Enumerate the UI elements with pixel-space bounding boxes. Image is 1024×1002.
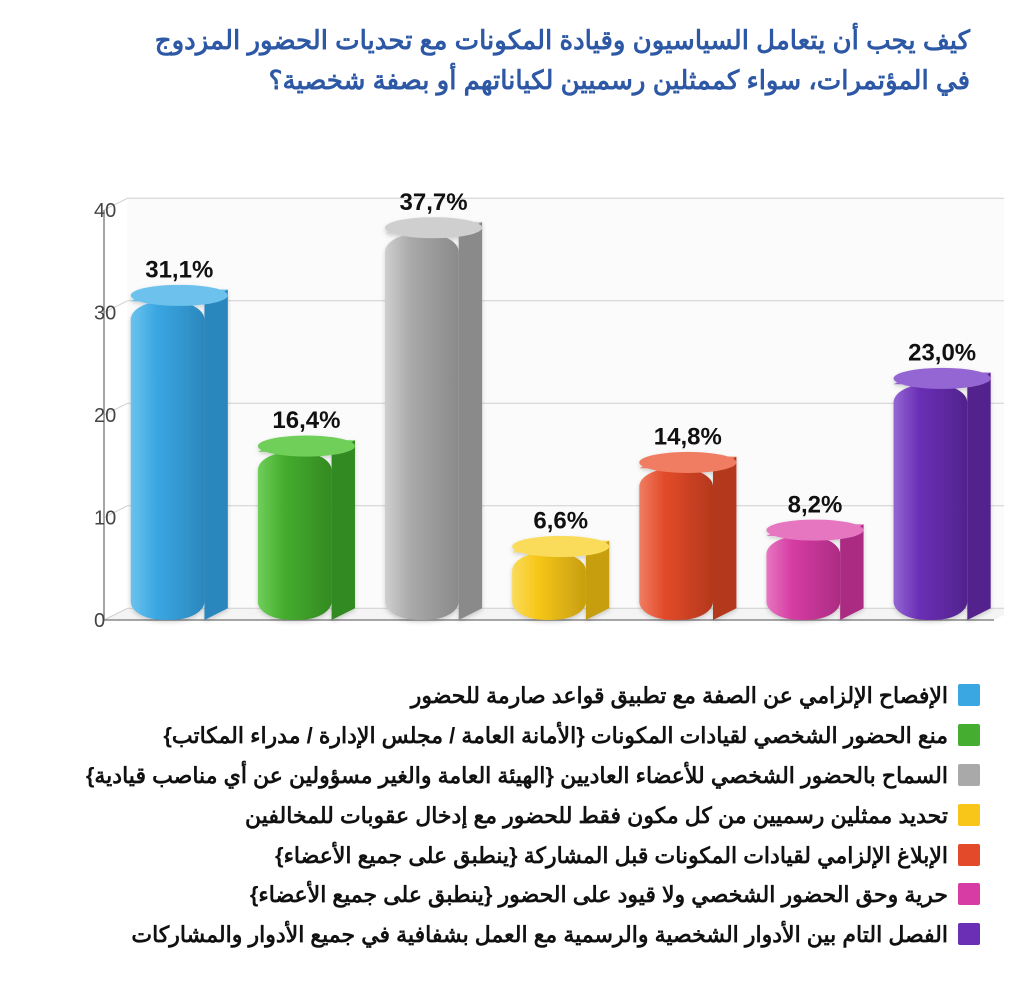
legend-label: الإبلاغ الإلزامي لقيادات المكونات قبل ال… (275, 840, 948, 872)
bar-chart-svg: 31,1% 16,4% 37,7% 6,6% 14,8% 8,2% 23,0% 0 10 20 3… (54, 180, 1004, 650)
legend-label: الإفصاح الإلزامي عن الصفة مع تطبيق قواعد… (411, 680, 948, 712)
legend-swatch (958, 684, 980, 706)
legend-label: تحديد ممثلين رسميين من كل مكون فقط للحضو… (245, 800, 948, 832)
svg-text:10: 10 (94, 508, 116, 530)
legend-row: الفصل التام بين الأدوار الشخصية والرسمية… (60, 919, 980, 951)
bar (894, 368, 991, 620)
legend-swatch (958, 844, 980, 866)
value-label: 16,4% (272, 407, 340, 434)
chart-title: كيف يجب أن يتعامل السياسيون وقيادة المكو… (120, 20, 970, 101)
legend-row: السماح بالحضور الشخصي للأعضاء العاديين {… (60, 760, 980, 792)
value-label: 8,2% (788, 491, 843, 518)
legend-swatch (958, 804, 980, 826)
legend-swatch (958, 764, 980, 786)
chart-y-ticks: 0 10 20 30 40 (94, 200, 116, 632)
legend-row: الإفصاح الإلزامي عن الصفة مع تطبيق قواعد… (60, 680, 980, 712)
legend-label: الفصل التام بين الأدوار الشخصية والرسمية… (131, 919, 948, 951)
chart-area: 31,1% 16,4% 37,7% 6,6% 14,8% 8,2% 23,0% 0 10 20 3… (54, 180, 1004, 650)
value-label: 37,7% (400, 189, 468, 216)
value-label: 31,1% (145, 257, 213, 284)
legend-row: تحديد ممثلين رسميين من كل مكون فقط للحضو… (60, 800, 980, 832)
legend-row: الإبلاغ الإلزامي لقيادات المكونات قبل ال… (60, 840, 980, 872)
legend-label: السماح بالحضور الشخصي للأعضاء العاديين {… (86, 760, 948, 792)
svg-text:0: 0 (94, 610, 105, 632)
value-label: 6,6% (533, 508, 588, 535)
svg-text:40: 40 (94, 200, 116, 222)
svg-text:20: 20 (94, 405, 116, 427)
bar (258, 436, 355, 620)
bar (385, 217, 482, 620)
bar (766, 520, 863, 620)
page: كيف يجب أن يتعامل السياسيون وقيادة المكو… (0, 0, 1024, 1002)
legend-label: حرية وحق الحضور الشخصي ولا قيود على الحض… (250, 879, 948, 911)
value-label: 23,0% (908, 340, 976, 367)
bar (512, 536, 609, 620)
bar (131, 285, 228, 620)
bar (639, 452, 736, 620)
legend-label: منع الحضور الشخصي لقيادات المكونات {الأم… (163, 720, 948, 752)
legend-swatch (958, 724, 980, 746)
legend-row: حرية وحق الحضور الشخصي ولا قيود على الحض… (60, 879, 980, 911)
svg-text:30: 30 (94, 303, 116, 325)
legend-swatch (958, 923, 980, 945)
legend-swatch (958, 883, 980, 905)
legend-row: منع الحضور الشخصي لقيادات المكونات {الأم… (60, 720, 980, 752)
value-label: 14,8% (654, 424, 722, 451)
chart-legend: الإفصاح الإلزامي عن الصفة مع تطبيق قواعد… (60, 680, 980, 959)
